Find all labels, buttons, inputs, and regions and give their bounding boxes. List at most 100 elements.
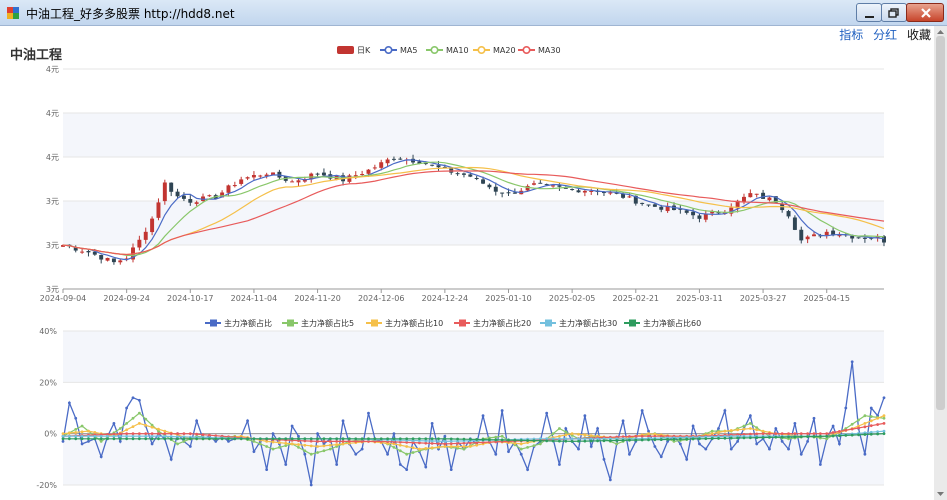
flow-point bbox=[424, 437, 428, 441]
flow-point bbox=[367, 439, 370, 443]
flow-point bbox=[564, 433, 568, 437]
flow-point bbox=[335, 437, 339, 441]
flow-point bbox=[558, 427, 561, 430]
flow-point bbox=[545, 437, 549, 441]
flow-point bbox=[793, 422, 797, 425]
flow-point bbox=[430, 446, 434, 450]
candle-body bbox=[321, 172, 326, 176]
flow-point bbox=[176, 437, 179, 441]
candle-body bbox=[430, 164, 435, 166]
close-button[interactable] bbox=[906, 3, 944, 22]
flow-point bbox=[449, 468, 453, 471]
flow-point bbox=[806, 435, 810, 439]
flow-point bbox=[284, 437, 288, 441]
scrollbar-thumb[interactable] bbox=[936, 36, 945, 410]
candle-body bbox=[742, 196, 746, 202]
flow-point bbox=[551, 437, 555, 441]
stock-title: 中油工程 bbox=[10, 48, 63, 63]
flow-point bbox=[163, 437, 167, 441]
flow-point bbox=[328, 437, 332, 441]
flow-point bbox=[118, 439, 122, 443]
flow-point bbox=[392, 432, 396, 436]
flow-point bbox=[831, 424, 835, 428]
flow-point bbox=[67, 434, 71, 438]
flow-point bbox=[838, 442, 841, 446]
flow-point bbox=[818, 432, 822, 436]
flow-point bbox=[163, 432, 167, 436]
flow-point bbox=[882, 414, 886, 418]
flow-point bbox=[672, 439, 676, 443]
flow-point bbox=[144, 432, 148, 436]
vertical-scrollbar[interactable] bbox=[934, 26, 947, 500]
candle-body bbox=[659, 206, 664, 210]
candle-body bbox=[468, 174, 473, 177]
flow-point bbox=[373, 437, 377, 441]
candle-body bbox=[869, 237, 874, 239]
x-tick-label: 2025-02-21 bbox=[613, 294, 660, 303]
flow-point bbox=[405, 440, 409, 444]
x-tick-label: 2025-03-11 bbox=[676, 294, 723, 303]
flow-point bbox=[61, 437, 65, 441]
flow-point bbox=[182, 439, 186, 443]
candle-body bbox=[493, 186, 498, 192]
flow-point bbox=[316, 451, 319, 454]
scroll-up-icon[interactable] bbox=[936, 28, 945, 36]
flow-point bbox=[857, 433, 860, 437]
flow-point bbox=[188, 432, 192, 436]
indicator-link[interactable]: 指标 bbox=[839, 28, 864, 42]
candle-body bbox=[143, 231, 148, 240]
flow-point bbox=[876, 430, 880, 434]
flow-point bbox=[150, 442, 154, 446]
flow-point bbox=[755, 442, 759, 446]
dividend-link[interactable]: 分红 bbox=[873, 28, 898, 42]
legend-label: MA20 bbox=[493, 46, 516, 55]
flow-point bbox=[475, 438, 479, 441]
flow-point bbox=[227, 439, 230, 443]
flow-point bbox=[99, 434, 103, 438]
flow-point bbox=[513, 441, 517, 445]
flow-point bbox=[80, 430, 84, 434]
flow-point bbox=[825, 434, 829, 438]
flow-point bbox=[150, 423, 154, 427]
flow-point bbox=[437, 442, 440, 446]
flow-point bbox=[398, 440, 402, 444]
favorite-link[interactable]: 收藏 bbox=[906, 28, 931, 42]
candle-body bbox=[391, 158, 396, 160]
candle-body bbox=[748, 193, 753, 198]
flow-point bbox=[538, 437, 542, 441]
flow-point bbox=[621, 435, 625, 439]
flow-point bbox=[328, 439, 332, 443]
flow-point bbox=[93, 430, 97, 434]
flow-point bbox=[755, 428, 759, 432]
flow-point bbox=[67, 401, 71, 405]
flow-point bbox=[806, 432, 810, 436]
flow-point bbox=[685, 457, 689, 461]
flow-point bbox=[628, 438, 631, 442]
flow-point bbox=[443, 445, 447, 448]
flow-point bbox=[443, 434, 447, 438]
flow-point bbox=[284, 463, 288, 466]
x-tick-label: 2025-04-15 bbox=[803, 294, 850, 303]
flow-point bbox=[398, 463, 402, 466]
y-tick-label: 20% bbox=[39, 378, 57, 387]
flow-point bbox=[863, 433, 867, 436]
x-tick-label: 2024-10-17 bbox=[167, 294, 214, 303]
candle-body bbox=[824, 231, 829, 236]
flow-point bbox=[787, 432, 790, 436]
restore-button[interactable] bbox=[881, 3, 907, 22]
flow-point bbox=[150, 425, 154, 429]
flow-point bbox=[80, 437, 84, 441]
candle-body bbox=[856, 237, 861, 239]
candle-body bbox=[271, 172, 275, 176]
flow-point bbox=[347, 441, 351, 445]
flow-point bbox=[131, 416, 135, 420]
flow-point bbox=[265, 439, 269, 443]
candle-body bbox=[156, 202, 161, 218]
ma-line-ma10 bbox=[62, 161, 885, 257]
flow-point bbox=[354, 452, 358, 456]
flow-point bbox=[519, 438, 523, 442]
flow-point bbox=[214, 437, 218, 441]
scroll-down-icon[interactable] bbox=[936, 490, 945, 498]
candle-body bbox=[640, 202, 645, 204]
flow-point bbox=[437, 445, 440, 449]
